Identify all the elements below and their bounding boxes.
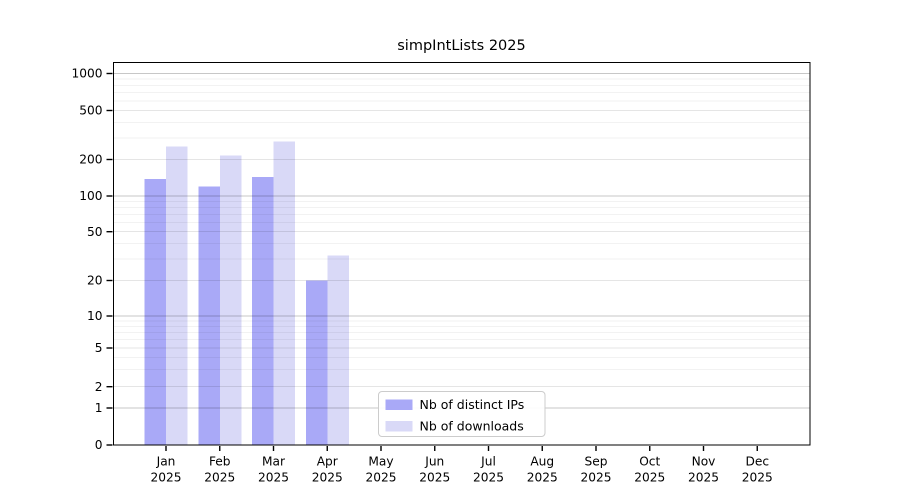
bar-downloads (166, 146, 188, 445)
plot-frame (112, 61, 811, 446)
x-tick-label-month: Nov (692, 455, 716, 469)
x-tick-label-month: Jan (156, 455, 176, 469)
x-tick-label-month: Apr (317, 455, 339, 469)
y-tick-label: 2 (95, 380, 103, 394)
x-tick-label-year: 2025 (688, 471, 719, 485)
x-tick-label-month: Sep (585, 455, 608, 469)
x-tick-label-year: 2025 (527, 471, 558, 485)
y-tick-label: 500 (79, 104, 102, 118)
legend: Nb of distinct IPs Nb of downloads (378, 391, 546, 437)
bars-layer (144, 141, 349, 445)
bar-distinct-ips (305, 280, 328, 445)
x-tick-label-year: 2025 (580, 471, 611, 485)
x-tick-label-month: Feb (209, 455, 231, 469)
y-tick-label: 200 (79, 153, 102, 167)
x-tick-label-month: Mar (262, 455, 286, 469)
x-tick-label-year: 2025 (634, 471, 665, 485)
x-tick-label-month: Jun (424, 455, 444, 469)
chart-title: simpIntLists 2025 (397, 38, 525, 54)
bar-distinct-ips (198, 186, 220, 445)
x-tick-label-year: 2025 (365, 471, 396, 485)
x-tick-label-month: Jul (480, 455, 496, 469)
y-tick-label: 100 (79, 189, 102, 203)
x-tick-label-year: 2025 (204, 471, 235, 485)
x-tick-label-year: 2025 (742, 471, 773, 485)
x-tick-label-month: Aug (530, 455, 554, 469)
x-tick-label-year: 2025 (473, 471, 504, 485)
x-tick-label-month: Dec (745, 455, 769, 469)
legend-swatch (385, 399, 413, 410)
x-tick-label-month: May (368, 455, 393, 469)
x-tick-label-month: Oct (639, 455, 660, 469)
legend-entry-label: Nb of distinct IPs (420, 397, 525, 412)
axes-layer: 0 1 2 5 10 20 50 100 200 500 1000 Jan 2025 Feb 2025 Mar… (71, 61, 811, 485)
y-tick-label: 1000 (71, 67, 102, 81)
grid-layer (113, 73, 810, 409)
y-tick-label: 1 (95, 401, 103, 415)
bar-downloads (219, 155, 242, 445)
y-tick-label: 50 (87, 225, 103, 239)
y-tick-label: 0 (95, 438, 103, 452)
bar-downloads (327, 255, 349, 445)
x-tick-label-year: 2025 (150, 471, 181, 485)
y-tick-label: 5 (95, 341, 103, 355)
bar-distinct-ips (144, 179, 166, 445)
bar-distinct-ips (252, 177, 274, 445)
legend-box (378, 391, 546, 437)
bar-downloads (273, 141, 295, 445)
legend-entry-label: Nb of downloads (420, 419, 524, 434)
x-tick-label-year: 2025 (419, 471, 450, 485)
legend-swatch (385, 421, 413, 432)
y-tick-label: 10 (87, 309, 103, 323)
y-tick-label: 20 (87, 274, 103, 288)
x-tick-label-year: 2025 (312, 471, 343, 485)
x-tick-label-year: 2025 (258, 471, 289, 485)
